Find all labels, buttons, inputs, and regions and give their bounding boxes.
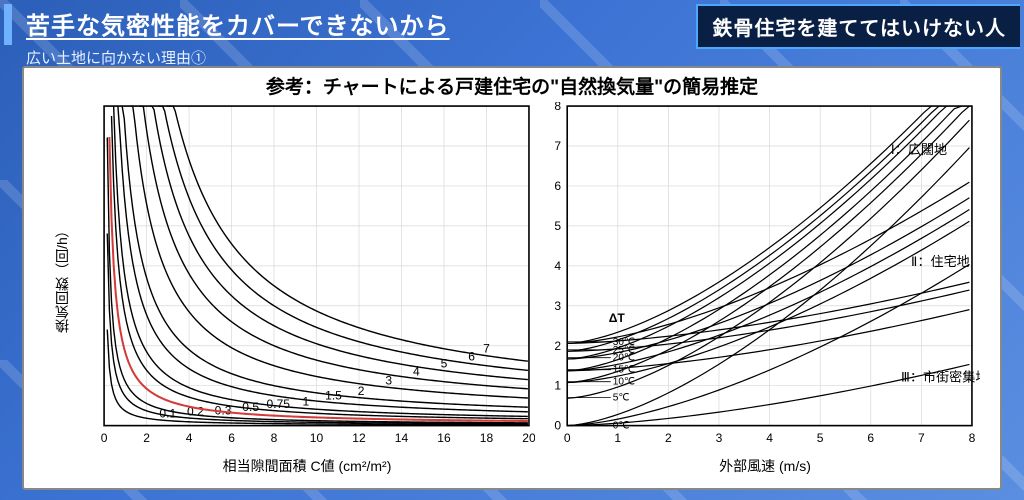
- svg-text:18: 18: [480, 431, 494, 445]
- svg-text:ΔT: ΔT: [609, 311, 626, 325]
- svg-text:4: 4: [554, 259, 561, 273]
- svg-text:10: 10: [310, 431, 324, 445]
- svg-text:5: 5: [817, 431, 824, 445]
- svg-text:3: 3: [716, 431, 723, 445]
- svg-text:6: 6: [228, 431, 235, 445]
- svg-text:0: 0: [101, 431, 108, 445]
- svg-text:14: 14: [395, 431, 409, 445]
- svg-text:10℃: 10℃: [613, 377, 635, 388]
- svg-text:6: 6: [468, 350, 475, 364]
- svg-text:5℃: 5℃: [613, 393, 630, 404]
- slide-title: 苦手な気密性能をカバーできないから: [4, 4, 456, 45]
- svg-text:7: 7: [483, 342, 490, 356]
- right-x-label: 外部風速 (m/s): [550, 456, 980, 476]
- svg-text:7: 7: [554, 139, 561, 153]
- chart-panel: 参考：チャートによる戸建住宅の"自然換気量"の簡易推定 換気回数（回/h） 0.…: [22, 66, 1002, 490]
- svg-text:20: 20: [522, 431, 535, 445]
- svg-text:2: 2: [665, 431, 672, 445]
- svg-text:Ⅱ：住宅地: Ⅱ：住宅地: [911, 254, 970, 269]
- svg-text:6: 6: [867, 431, 874, 445]
- svg-text:12: 12: [352, 431, 366, 445]
- svg-text:8: 8: [554, 102, 561, 113]
- svg-text:4: 4: [186, 431, 193, 445]
- slide-subtitle: 広い土地に向かない理由①: [4, 45, 456, 68]
- svg-text:2: 2: [358, 384, 365, 398]
- svg-text:8: 8: [969, 431, 976, 445]
- svg-text:0℃: 0℃: [613, 421, 630, 432]
- plots-row: 0.10.20.30.50.7511.523456702468101214161…: [92, 102, 980, 448]
- svg-text:Ⅲ：市街密集地: Ⅲ：市街密集地: [901, 369, 980, 385]
- svg-text:16: 16: [437, 431, 451, 445]
- svg-text:7: 7: [918, 431, 925, 445]
- left-x-label: 相当隙間面積 C値 (cm²/m²): [92, 456, 522, 476]
- title-block: 苦手な気密性能をカバーできないから 広い土地に向かない理由①: [4, 4, 456, 68]
- series-badge: 鉄骨住宅を建ててはいけない人: [696, 4, 1020, 49]
- svg-text:3: 3: [554, 299, 561, 313]
- svg-text:1: 1: [554, 379, 561, 393]
- y-axis-label: 換気回数（回/h）: [52, 223, 72, 333]
- chart-title: 参考：チャートによる戸建住宅の"自然換気量"の簡易推定: [24, 72, 1000, 99]
- right-line-plot: 012345678012345678Ⅰ：広闊地Ⅱ：住宅地Ⅲ：市街密集地ΔT30℃…: [537, 102, 980, 448]
- svg-text:Ⅰ：広闊地: Ⅰ：広闊地: [891, 142, 947, 157]
- svg-text:4: 4: [766, 431, 773, 445]
- svg-text:0.75: 0.75: [267, 397, 291, 411]
- svg-text:5: 5: [554, 219, 561, 233]
- svg-text:1: 1: [303, 394, 310, 408]
- svg-text:6: 6: [554, 179, 561, 193]
- svg-text:2: 2: [554, 339, 561, 353]
- svg-text:0: 0: [554, 419, 561, 433]
- svg-text:2: 2: [143, 431, 150, 445]
- svg-text:0: 0: [564, 431, 571, 445]
- svg-text:15℃: 15℃: [613, 365, 635, 376]
- svg-text:20℃: 20℃: [613, 353, 635, 364]
- svg-text:1: 1: [614, 431, 621, 445]
- left-contour-plot: 0.10.20.30.50.7511.523456702468101214161…: [92, 102, 535, 448]
- svg-text:8: 8: [271, 431, 278, 445]
- header: 苦手な気密性能をカバーできないから 広い土地に向かない理由① 鉄骨住宅を建てては…: [4, 4, 1020, 68]
